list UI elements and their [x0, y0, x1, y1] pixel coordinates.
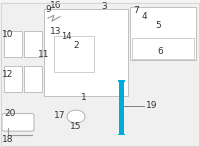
- Text: 1: 1: [81, 93, 87, 102]
- Bar: [4, 66, 22, 92]
- Bar: [4, 31, 22, 57]
- Bar: [132, 38, 194, 59]
- Text: 6: 6: [157, 47, 163, 56]
- Text: 19: 19: [146, 101, 158, 110]
- Text: 16: 16: [50, 1, 62, 10]
- Text: 4: 4: [141, 12, 147, 21]
- Bar: [54, 36, 94, 72]
- Text: 9: 9: [45, 5, 51, 14]
- Bar: [24, 31, 42, 57]
- Circle shape: [67, 110, 85, 123]
- Text: 13: 13: [50, 27, 62, 36]
- Text: 17: 17: [54, 111, 66, 120]
- Bar: [119, 80, 124, 135]
- Bar: [118, 80, 125, 82]
- Text: 20: 20: [4, 109, 15, 118]
- Text: 5: 5: [155, 21, 161, 30]
- Text: 18: 18: [2, 135, 14, 144]
- Text: 10: 10: [2, 30, 14, 39]
- Text: 15: 15: [70, 122, 82, 131]
- Bar: [24, 66, 42, 92]
- Text: 14: 14: [61, 32, 71, 41]
- Text: 3: 3: [101, 2, 107, 11]
- Text: 11: 11: [38, 50, 50, 59]
- Text: 2: 2: [73, 41, 79, 50]
- Bar: [130, 7, 196, 60]
- Text: 7: 7: [133, 6, 139, 15]
- Bar: [44, 9, 128, 96]
- Bar: [118, 134, 125, 135]
- Text: 12: 12: [2, 70, 13, 79]
- FancyBboxPatch shape: [2, 114, 34, 131]
